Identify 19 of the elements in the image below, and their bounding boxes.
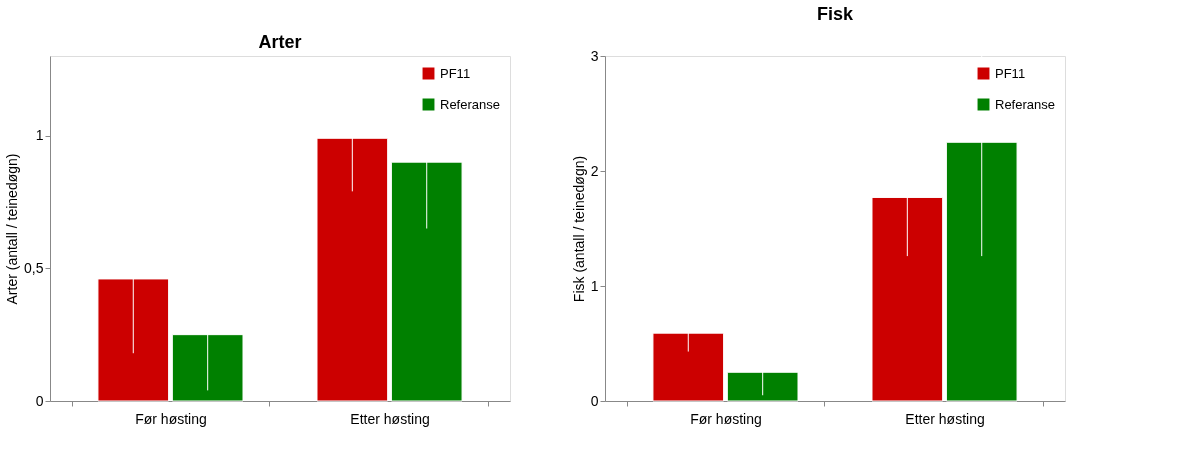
legend-label: Referanse	[440, 96, 500, 112]
legend-label: PF11	[440, 65, 471, 81]
y-tick-label: 0	[590, 392, 599, 409]
x-tick-label: Etter høsting	[350, 410, 430, 427]
legend-label: PF11	[995, 65, 1026, 81]
legend-label: Referanse	[995, 96, 1055, 112]
y-tick-label: 1	[590, 277, 599, 294]
y-tick-label: 3	[590, 47, 599, 64]
y-axis-title: Arter (antall / teinedøgn)	[4, 153, 21, 305]
y-tick-label: 1	[35, 127, 44, 144]
y-tick-label: 2	[590, 162, 599, 179]
chart-title: Arter	[258, 32, 302, 52]
x-tick-label: Etter høsting	[905, 410, 985, 427]
y-tick-label: 0	[35, 392, 44, 409]
x-tick-label: Før høsting	[135, 410, 207, 427]
x-tick-label: Før høsting	[690, 410, 762, 427]
y-axis-title: Fisk (antall / teinedøgn)	[570, 155, 587, 303]
chart-title: Fisk	[816, 3, 854, 24]
y-tick-label: 0,5	[24, 259, 44, 276]
